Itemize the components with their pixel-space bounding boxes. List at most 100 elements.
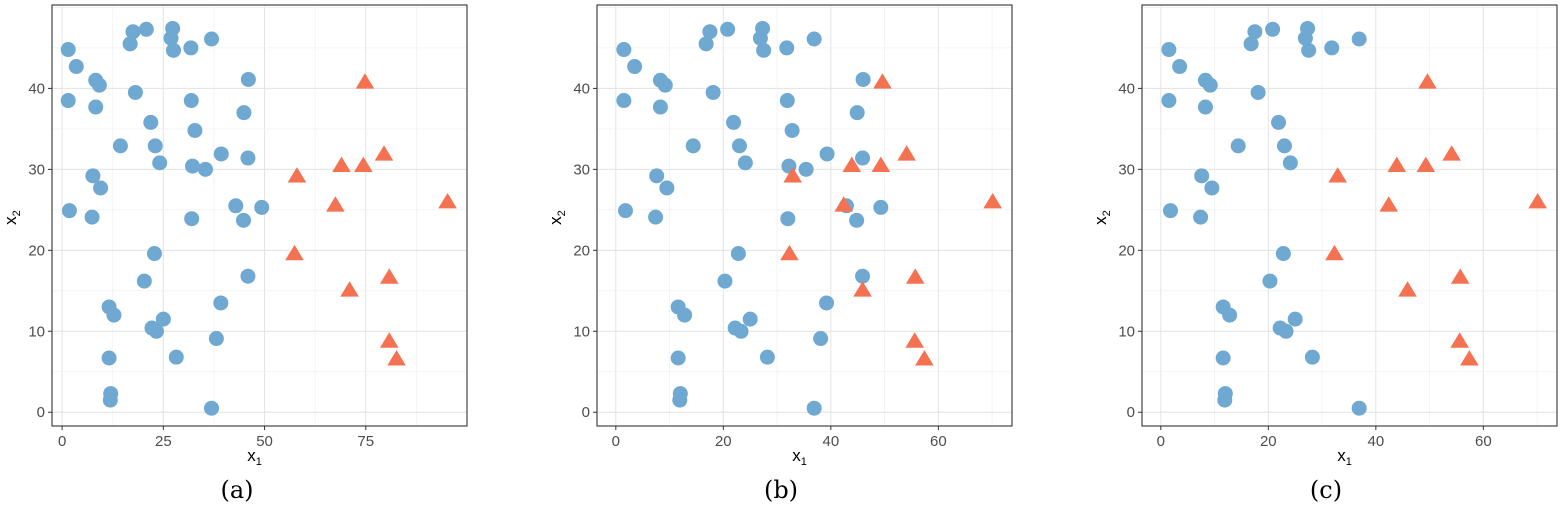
circle-point bbox=[213, 295, 229, 311]
triangle-point bbox=[1442, 145, 1461, 161]
x-axis-title: x1 bbox=[247, 446, 262, 468]
circle-point bbox=[1304, 349, 1320, 365]
circle-point bbox=[127, 84, 143, 100]
circle-point bbox=[617, 203, 633, 219]
triangle-point bbox=[834, 196, 854, 212]
circle-point bbox=[672, 392, 688, 408]
y-tick-label: 0 bbox=[37, 404, 45, 421]
circle-point bbox=[1271, 114, 1287, 130]
triangle-point bbox=[905, 332, 925, 348]
triangle-point bbox=[1450, 332, 1470, 348]
circle-point bbox=[147, 138, 163, 154]
circle-point bbox=[1275, 246, 1291, 262]
circle-point bbox=[855, 150, 871, 166]
circle-point bbox=[1215, 350, 1231, 366]
circle-point bbox=[670, 350, 686, 366]
circle-point bbox=[819, 146, 835, 162]
circle-point bbox=[752, 30, 768, 46]
triangle-point bbox=[287, 167, 307, 183]
circle-point bbox=[784, 122, 800, 138]
circle-point bbox=[236, 212, 252, 228]
circle-point bbox=[685, 138, 701, 154]
x-axis-title: x1 bbox=[792, 446, 807, 468]
circle-point bbox=[717, 273, 733, 289]
x-tick-label: 40 bbox=[822, 433, 839, 450]
circle-point bbox=[1351, 400, 1367, 416]
circle-point bbox=[819, 295, 835, 311]
y-axis-title: x2 bbox=[1091, 210, 1113, 225]
triangle-point bbox=[332, 156, 351, 173]
triangle-point bbox=[355, 73, 375, 89]
circle-point bbox=[187, 122, 203, 138]
circle-point bbox=[143, 114, 159, 130]
circle-point bbox=[1351, 31, 1367, 47]
circle-point bbox=[183, 40, 199, 56]
y-tick-label: 40 bbox=[573, 80, 590, 97]
x-tick-label: 25 bbox=[155, 433, 172, 450]
triangle-point bbox=[1528, 193, 1547, 209]
circle-point bbox=[756, 42, 772, 58]
x-tick-label: 0 bbox=[1157, 433, 1165, 450]
x-axis-title: x1 bbox=[1337, 446, 1352, 468]
x-tick-label: 0 bbox=[612, 433, 620, 450]
triangle-point bbox=[853, 281, 872, 297]
circle-point bbox=[1282, 155, 1298, 171]
circle-point bbox=[184, 211, 200, 227]
circle-point bbox=[698, 36, 714, 52]
y-axis-title: x2 bbox=[1, 210, 23, 225]
plot-frame bbox=[1141, 4, 1558, 427]
circle-point bbox=[236, 105, 252, 121]
circle-point bbox=[652, 99, 668, 115]
circle-point bbox=[101, 350, 117, 366]
circle-point bbox=[849, 105, 865, 121]
circle-point bbox=[731, 138, 747, 154]
circle-point bbox=[759, 349, 775, 365]
y-tick-label: 40 bbox=[28, 80, 45, 97]
circle-point bbox=[84, 209, 100, 225]
x-tick-label: 50 bbox=[256, 433, 273, 450]
circle-point bbox=[1301, 42, 1317, 58]
circle-point bbox=[163, 30, 179, 46]
circle-point bbox=[85, 168, 101, 184]
circle-point bbox=[1161, 93, 1177, 109]
panel-caption: (c) bbox=[1310, 476, 1342, 504]
circle-point bbox=[1297, 30, 1313, 46]
triangle-point bbox=[354, 156, 373, 173]
circle-point bbox=[165, 42, 181, 58]
circle-point bbox=[213, 146, 229, 162]
circle-point bbox=[106, 307, 122, 323]
circle-point bbox=[742, 311, 758, 327]
triangle-point bbox=[905, 268, 925, 284]
triangle-point bbox=[326, 196, 345, 212]
triangle-point bbox=[1387, 156, 1407, 173]
circle-point bbox=[648, 209, 664, 225]
x-tick-label: 20 bbox=[1260, 433, 1277, 450]
circle-point bbox=[1287, 311, 1303, 327]
circle-point bbox=[873, 199, 889, 215]
circle-point bbox=[616, 93, 632, 109]
triangle-point bbox=[379, 268, 399, 284]
circle-point bbox=[798, 161, 814, 177]
panel-a: (a) 0 25 50 75 0 10 20 30 40 x1 x2 bbox=[1, 4, 468, 504]
circle-point bbox=[720, 21, 736, 37]
circle-point bbox=[1250, 84, 1266, 100]
circle-point bbox=[616, 42, 632, 58]
circle-point bbox=[112, 138, 128, 154]
circle-point bbox=[657, 77, 673, 93]
circle-point bbox=[102, 392, 118, 408]
circle-point bbox=[659, 180, 675, 196]
circle-point bbox=[1193, 209, 1209, 225]
circle-point bbox=[183, 93, 199, 109]
circle-point bbox=[60, 93, 76, 109]
triangle-point bbox=[1398, 281, 1417, 297]
circle-point bbox=[627, 59, 643, 75]
circle-point bbox=[1161, 42, 1177, 58]
circle-point bbox=[240, 268, 256, 284]
circle-point bbox=[168, 349, 184, 365]
triangle-point bbox=[285, 244, 304, 261]
y-tick-label: 10 bbox=[28, 323, 45, 340]
circle-point bbox=[93, 180, 109, 196]
circle-point bbox=[1243, 36, 1259, 52]
plot-frame bbox=[51, 4, 468, 427]
